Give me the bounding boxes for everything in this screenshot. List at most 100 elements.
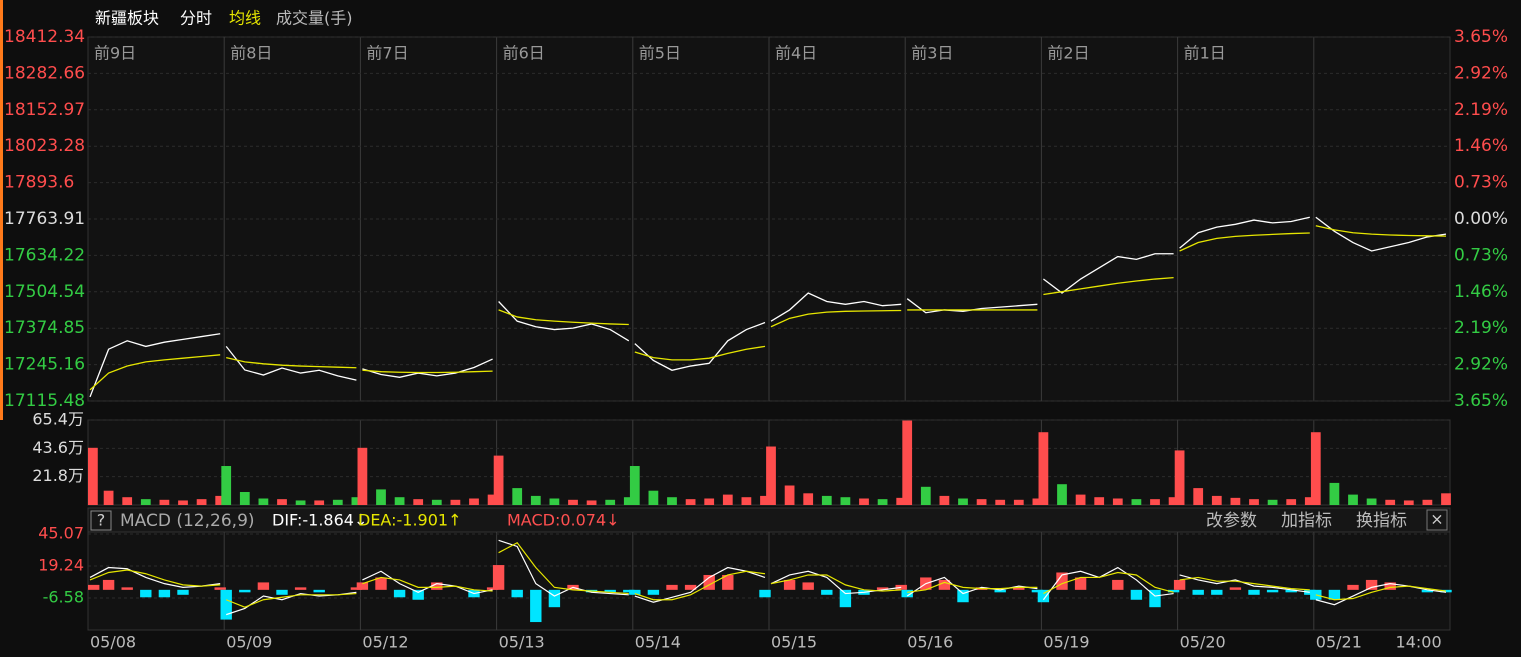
volume-bar — [784, 485, 795, 505]
x-tick-label: 05/12 — [362, 633, 408, 652]
day-label: 前7日 — [366, 44, 408, 63]
tab[interactable]: 成交量(手) — [276, 9, 353, 28]
volume-bar — [803, 493, 814, 505]
side-strip — [0, 0, 3, 420]
volume-bar — [1441, 493, 1451, 505]
volume-bar — [530, 495, 541, 505]
average-line — [226, 356, 357, 369]
macd-bar — [1112, 579, 1124, 590]
x-tick-label: 05/21 — [1316, 633, 1362, 652]
volume-bar — [741, 497, 752, 505]
price-line — [634, 321, 766, 371]
y2-tick-label: 2.92% — [1454, 355, 1508, 375]
volume-bar — [103, 490, 114, 505]
close-box[interactable] — [1426, 509, 1448, 531]
y2-tick-label: 0.73% — [1454, 173, 1508, 193]
volume-bar — [586, 500, 597, 505]
day-label: 前3日 — [911, 44, 953, 63]
y2-tick-label: 2.19% — [1454, 318, 1508, 338]
volume-bar — [1168, 497, 1179, 505]
help-box[interactable] — [90, 510, 112, 531]
macd-bar — [722, 574, 734, 590]
close-button[interactable]: × — [1430, 510, 1443, 529]
price-line — [225, 345, 357, 381]
volume-bar — [1131, 499, 1142, 505]
y2-tick-label: 1.46% — [1454, 282, 1508, 302]
macd-bar — [629, 589, 641, 595]
macd-bar — [1031, 589, 1044, 593]
volume-bar — [1348, 494, 1358, 505]
volume-bar — [685, 499, 696, 505]
volume-bar — [722, 494, 733, 505]
volume-bar — [88, 447, 98, 505]
x-tick-label: 05/09 — [226, 633, 272, 652]
volume-bar — [1057, 484, 1067, 505]
y2-tick-label: 2.19% — [1454, 100, 1508, 120]
volume-bar — [1038, 432, 1049, 505]
y-tick-label: 17374.85 — [4, 318, 85, 338]
volume-bar — [1075, 494, 1086, 505]
button[interactable]: 换指标 — [1356, 511, 1407, 531]
macd-bar — [604, 589, 616, 593]
macd-bar — [647, 589, 660, 595]
price-line — [362, 358, 493, 378]
macd-bar — [1440, 589, 1452, 593]
day-label: 前2日 — [1047, 44, 1089, 63]
readout: DIF:-1.864↓ — [272, 511, 367, 530]
volume-bar — [859, 498, 869, 505]
price-line — [498, 301, 630, 342]
volume-bar — [1032, 498, 1043, 505]
volume-bar — [1385, 499, 1396, 505]
macd-bar — [121, 587, 133, 590]
dea-line — [634, 570, 766, 601]
indicator-title: MACD (12,26,9) — [120, 511, 255, 531]
macd-bar — [1074, 577, 1087, 590]
macd-bar — [239, 589, 251, 593]
volume-bar — [351, 497, 362, 505]
volume-bar — [1013, 499, 1024, 505]
macd-bar — [1365, 579, 1378, 590]
volume-bar — [1193, 488, 1204, 505]
tab[interactable]: 分时 — [180, 9, 212, 28]
volume-bar — [840, 497, 851, 505]
volume-bar — [1286, 499, 1297, 505]
macd-bar — [88, 584, 100, 590]
y-tick-label: 21.8万 — [32, 466, 84, 485]
y-tick-label: 17504.54 — [4, 282, 85, 302]
dea-line — [1043, 571, 1174, 595]
macd-bar — [839, 589, 852, 608]
dif-line — [362, 570, 493, 595]
volume-bar — [902, 420, 913, 505]
price-line — [1179, 216, 1310, 249]
macd-bar — [294, 587, 307, 590]
dif-line — [1315, 583, 1447, 606]
dif-line — [498, 539, 629, 597]
y-tick-label: 18152.97 — [4, 100, 85, 120]
button[interactable]: 改参数 — [1206, 511, 1257, 531]
button[interactable]: 加指标 — [1281, 511, 1332, 531]
macd-bar — [431, 582, 443, 590]
macd-bar — [214, 587, 226, 590]
macd-bar — [1384, 582, 1396, 590]
average-line — [89, 354, 221, 391]
y-tick-label: 17115.48 — [4, 391, 85, 411]
price-line — [89, 333, 221, 398]
y-tick-label: 18412.34 — [4, 27, 85, 47]
volume-bar — [413, 499, 424, 505]
macd-bar — [1328, 589, 1341, 600]
volume-bar — [487, 494, 498, 505]
volume-bar — [568, 499, 578, 505]
help-button[interactable]: ? — [97, 511, 106, 530]
y2-tick-label: 2.92% — [1454, 63, 1508, 83]
macd-bar — [1173, 579, 1186, 590]
average-line — [634, 345, 766, 361]
volume-bar — [995, 499, 1006, 505]
y-tick-label: 18023.28 — [4, 136, 85, 156]
readout: MACD:0.074↓ — [507, 511, 620, 530]
macd-bar — [313, 589, 325, 593]
tab[interactable]: 均线 — [229, 9, 261, 28]
x-tick-label: 05/20 — [1180, 633, 1226, 652]
dif-line — [906, 576, 1038, 597]
volume-bar — [314, 500, 325, 505]
volume-bar — [976, 499, 987, 505]
